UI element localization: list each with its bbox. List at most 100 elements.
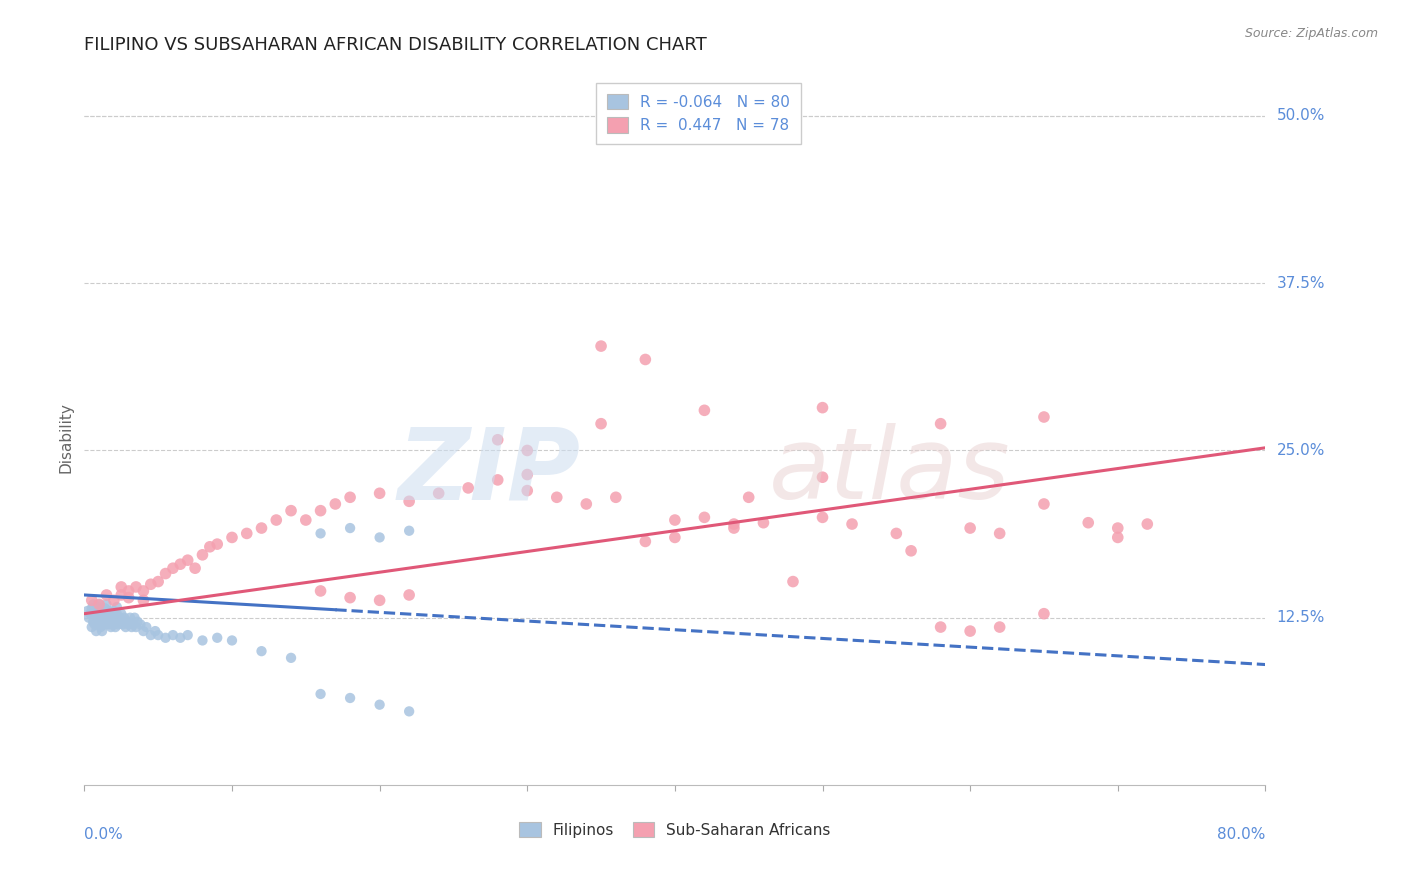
Point xyxy=(122,617,145,632)
Point xyxy=(634,534,657,549)
Y-axis label: Disability: Disability xyxy=(58,401,73,473)
Point xyxy=(84,624,107,639)
Point xyxy=(207,631,229,645)
Point xyxy=(114,620,136,634)
Point xyxy=(191,548,214,562)
Point xyxy=(900,544,922,558)
Point xyxy=(76,604,98,618)
Point xyxy=(87,598,111,612)
Point xyxy=(591,417,613,431)
Point xyxy=(398,524,420,538)
Point xyxy=(108,611,131,625)
Text: Source: ZipAtlas.com: Source: ZipAtlas.com xyxy=(1244,27,1378,40)
Point xyxy=(104,611,127,625)
Point xyxy=(91,624,114,639)
Point xyxy=(94,611,117,625)
Text: 37.5%: 37.5% xyxy=(1277,276,1324,291)
Point xyxy=(87,607,111,621)
Point xyxy=(368,698,391,712)
Point xyxy=(100,611,122,625)
Point xyxy=(723,521,745,535)
Point xyxy=(118,584,141,599)
Point xyxy=(236,526,259,541)
Point xyxy=(94,601,117,615)
Point xyxy=(86,599,108,614)
Text: 80.0%: 80.0% xyxy=(1218,827,1265,842)
Point xyxy=(339,490,361,504)
Point xyxy=(575,497,598,511)
Text: ZIP: ZIP xyxy=(398,424,581,520)
Point xyxy=(105,599,128,614)
Point xyxy=(97,615,120,629)
Text: 25.0%: 25.0% xyxy=(1277,443,1324,458)
Point xyxy=(486,473,509,487)
Point xyxy=(738,490,761,504)
Point xyxy=(1136,516,1159,531)
Point xyxy=(79,607,101,621)
Point xyxy=(110,615,132,629)
Point xyxy=(110,580,132,594)
Point xyxy=(841,516,863,531)
Point xyxy=(139,628,162,642)
Point xyxy=(111,617,134,632)
Point xyxy=(1107,521,1129,535)
Point xyxy=(207,537,229,551)
Point xyxy=(693,403,716,417)
Point xyxy=(121,620,143,634)
Point xyxy=(103,604,125,618)
Point xyxy=(198,540,221,554)
Point xyxy=(125,620,148,634)
Point xyxy=(82,598,104,612)
Point xyxy=(98,617,121,632)
Point xyxy=(148,628,170,642)
Point xyxy=(129,617,152,632)
Point xyxy=(516,467,538,482)
Point xyxy=(398,588,420,602)
Point xyxy=(486,433,509,447)
Point xyxy=(107,617,129,632)
Point xyxy=(91,604,114,618)
Point xyxy=(80,593,103,607)
Text: 0.0%: 0.0% xyxy=(84,827,124,842)
Point xyxy=(752,516,775,530)
Point xyxy=(325,497,347,511)
Point xyxy=(120,611,142,625)
Point xyxy=(103,617,125,632)
Point xyxy=(959,521,981,535)
Point xyxy=(132,593,155,607)
Point xyxy=(83,607,105,621)
Point xyxy=(98,604,121,618)
Point xyxy=(221,530,243,544)
Point xyxy=(77,611,100,625)
Point xyxy=(811,401,834,415)
Point xyxy=(1077,516,1099,530)
Point xyxy=(104,620,127,634)
Point xyxy=(135,620,157,634)
Point xyxy=(605,490,627,504)
Point xyxy=(309,503,332,517)
Point xyxy=(124,611,146,625)
Point xyxy=(93,617,115,632)
Point xyxy=(96,598,118,612)
Text: FILIPINO VS SUBSAHARAN AFRICAN DISABILITY CORRELATION CHART: FILIPINO VS SUBSAHARAN AFRICAN DISABILIT… xyxy=(84,36,707,54)
Point xyxy=(886,526,908,541)
Text: 12.5%: 12.5% xyxy=(1277,610,1324,625)
Point xyxy=(811,510,834,524)
Point xyxy=(90,620,112,634)
Point xyxy=(368,593,391,607)
Point xyxy=(634,352,657,367)
Point xyxy=(457,481,479,495)
Point xyxy=(1107,530,1129,544)
Point xyxy=(162,561,184,575)
Point xyxy=(93,607,115,621)
Point xyxy=(591,339,613,353)
Point xyxy=(127,615,149,629)
Point xyxy=(96,588,118,602)
Point xyxy=(105,607,128,621)
Point xyxy=(221,633,243,648)
Point xyxy=(250,644,273,658)
Point xyxy=(132,584,155,599)
Point xyxy=(110,607,132,621)
Point xyxy=(101,615,124,629)
Point xyxy=(96,607,118,621)
